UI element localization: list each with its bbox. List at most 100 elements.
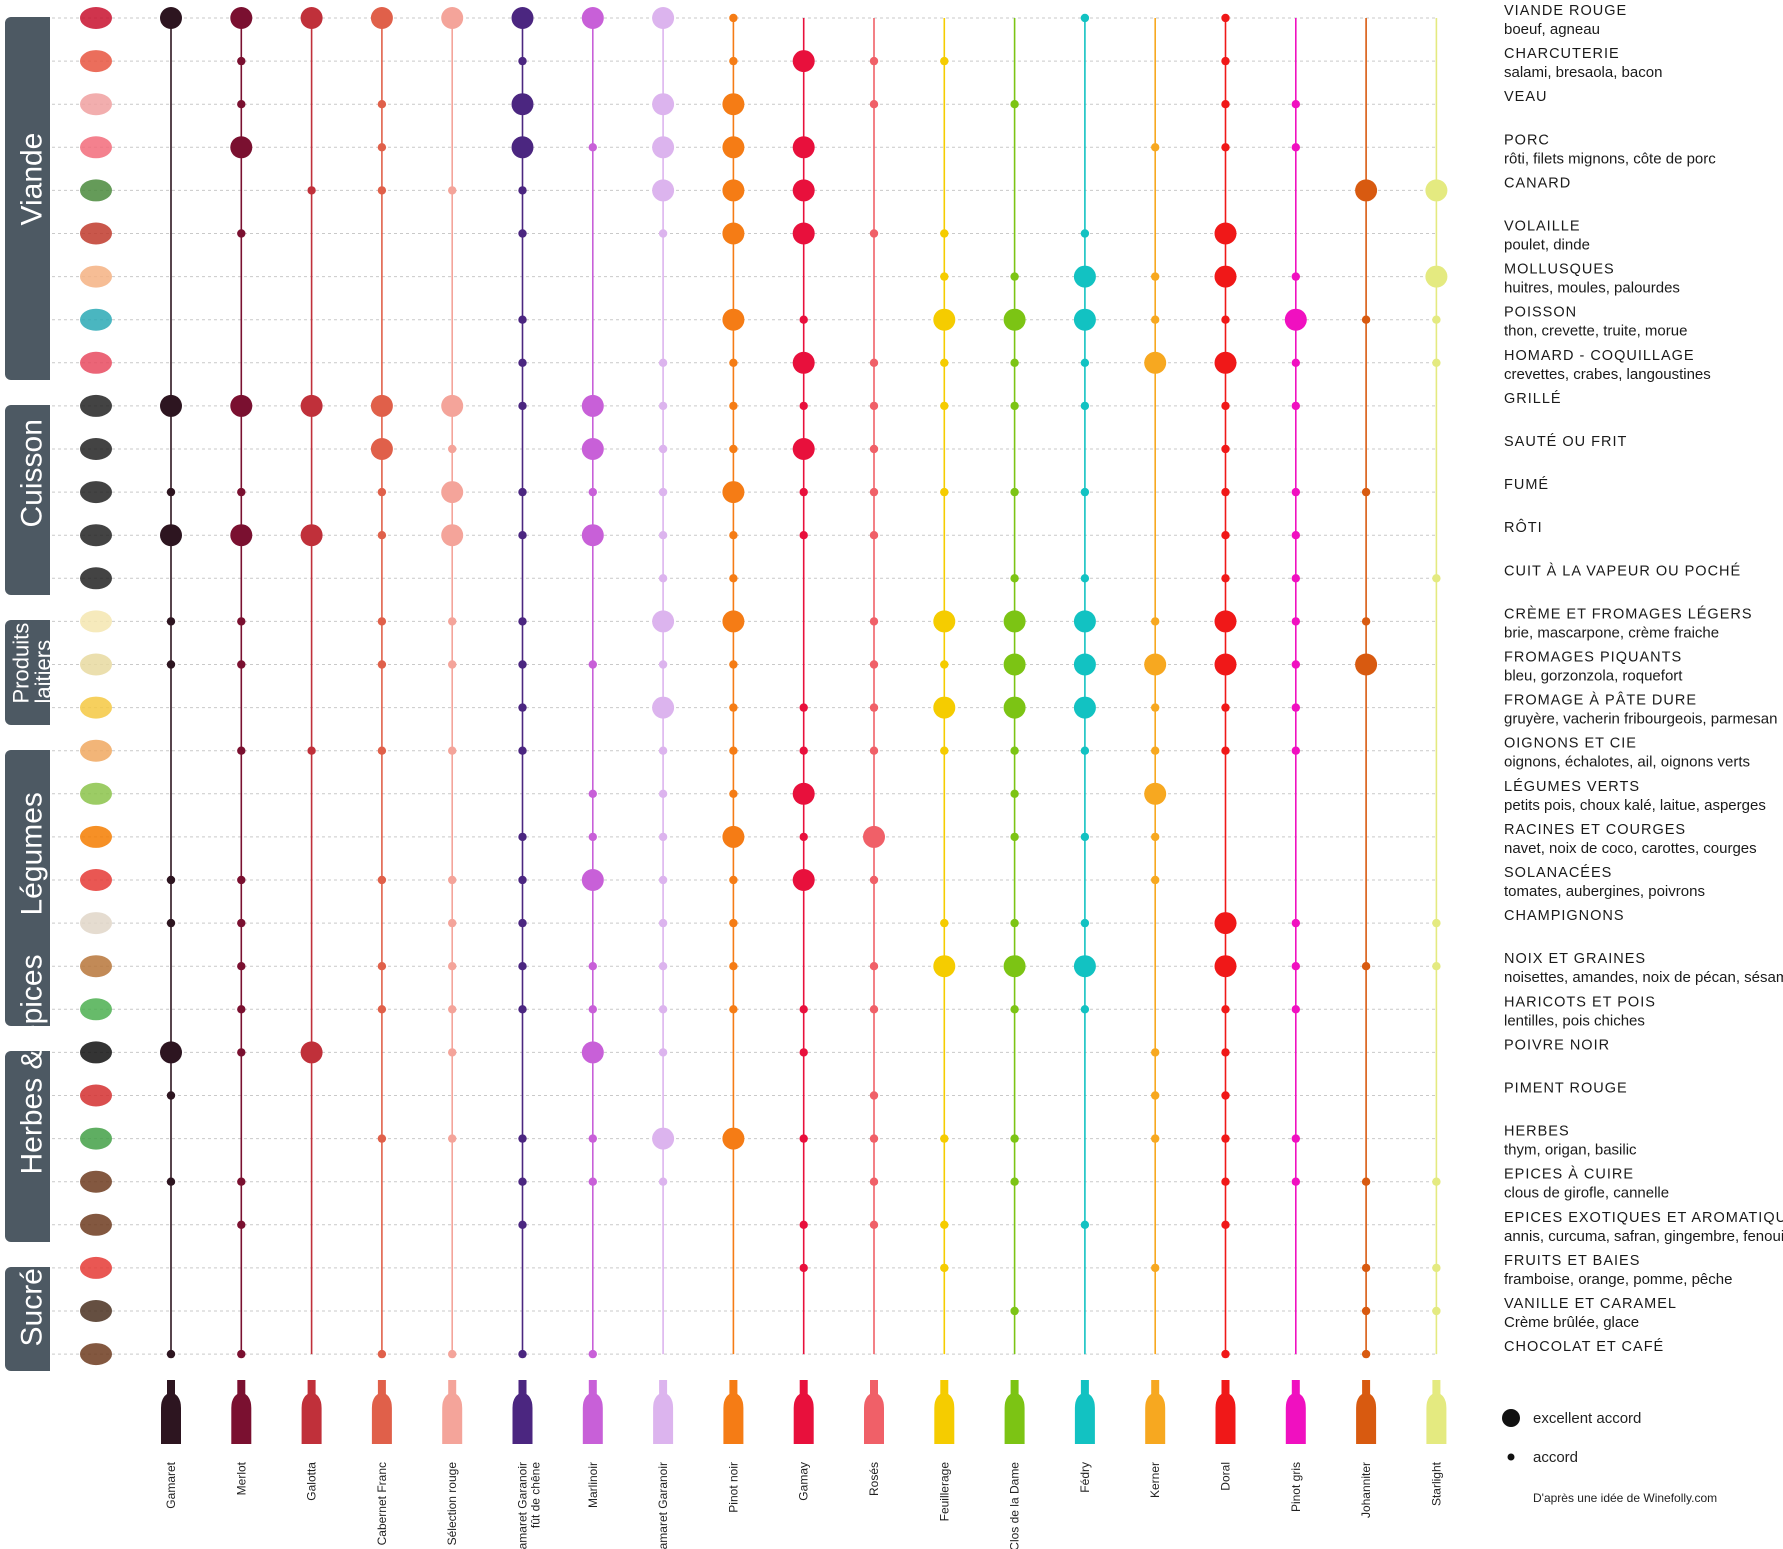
row-title: CRÈME ET FROMAGES LÉGERS	[1504, 605, 1753, 622]
peas-icon	[80, 998, 112, 1021]
pairing-dot	[518, 56, 527, 66]
wine-name-line: Gamaret	[164, 1461, 178, 1508]
pairing-dot	[377, 143, 387, 152]
pairing-dot	[729, 56, 738, 66]
pairing-dot	[658, 401, 668, 411]
pairing-dot	[869, 56, 879, 66]
pairing-dot	[1291, 660, 1301, 669]
pairing-dot	[729, 875, 738, 885]
icon-shape	[80, 1170, 112, 1193]
wine-name-label: Merlot	[234, 1461, 248, 1495]
wine-name-line: Rosés	[867, 1462, 881, 1496]
pairing-dot	[166, 487, 176, 497]
excellent-pairing-dot	[792, 438, 815, 460]
excellent-pairing-dot	[300, 394, 323, 417]
excellent-pairing-dot	[792, 351, 815, 374]
pairing-dot	[1291, 487, 1301, 497]
excellent-pairing-dot	[300, 1041, 323, 1064]
icon-shape	[80, 1127, 112, 1150]
pairing-dot	[658, 531, 668, 540]
pairing-dot	[518, 186, 527, 195]
pairing-dot	[940, 229, 949, 238]
pairing-dot	[588, 1134, 597, 1143]
row-title: FROMAGE À PÂTE DURE	[1504, 692, 1697, 709]
tomato-icon	[80, 869, 112, 891]
pairing-dot	[377, 660, 387, 669]
pairing-dot	[799, 1134, 808, 1143]
shell-icon	[80, 265, 112, 288]
onion-icon	[80, 739, 112, 762]
pairing-dot	[518, 617, 527, 626]
row-subtitle: petits pois, choux kalé, laitue, asperge…	[1504, 797, 1766, 814]
category-tab: Herbes & épices	[5, 954, 50, 1242]
pig-icon	[80, 136, 112, 159]
excellent-pairing-dot	[1003, 610, 1026, 633]
pairing-dot	[1151, 1048, 1160, 1057]
wine-name-label: Fédry	[1078, 1462, 1092, 1493]
pairing-dot	[940, 358, 949, 367]
pairing-dot	[1080, 574, 1090, 583]
pairing-dot	[518, 1349, 527, 1359]
row-subtitle: annis, curcuma, safran, gingembre, fenou…	[1504, 1228, 1783, 1245]
excellent-pairing-dot	[511, 93, 534, 116]
icon-shape	[80, 696, 112, 719]
pairing-dot	[1221, 703, 1230, 712]
row-title: OIGNONS ET CIE	[1504, 736, 1637, 752]
pairing-dot	[237, 1220, 246, 1230]
bottle-shape	[371, 1380, 392, 1444]
icon-shape	[80, 955, 112, 978]
pairing-dot	[658, 1005, 668, 1014]
pairing-dot	[1291, 401, 1301, 411]
excellent-pairing-dot	[722, 308, 745, 331]
pairing-dot	[658, 789, 668, 798]
pairing-dot	[1010, 574, 1019, 583]
excellent-pairing-dot	[441, 481, 464, 504]
pairing-dot	[448, 962, 457, 971]
bottle-shape	[864, 1380, 884, 1444]
pairing-dot	[1291, 272, 1301, 281]
pairing-dot	[166, 617, 176, 626]
pairing-dot	[940, 918, 949, 928]
pairing-dot	[237, 1349, 246, 1359]
pairing-dot	[377, 746, 387, 755]
wine-name-line: Galotta	[305, 1462, 319, 1501]
pairing-dot	[869, 1091, 879, 1100]
wine-name-line: Pinot gris	[1289, 1462, 1303, 1512]
pairing-dot	[1151, 315, 1160, 324]
excellent-pairing-dot	[652, 7, 675, 29]
pairing-dot	[518, 229, 527, 238]
pairing-dot	[518, 1134, 527, 1143]
pairing-dot	[799, 531, 808, 540]
excellent-pairing-dot	[1355, 653, 1378, 676]
pairing-dot	[1432, 918, 1441, 928]
wine-bottle	[864, 1380, 884, 1444]
star-anise-icon	[80, 1213, 112, 1236]
icon-shape	[80, 481, 112, 504]
pairing-dot	[1291, 1177, 1301, 1186]
pairing-dot	[1221, 531, 1230, 540]
pairing-dot	[1221, 1177, 1230, 1186]
wine-name-line: Marlinoir	[586, 1462, 600, 1508]
pairing-dot	[307, 186, 316, 195]
pairing-dot	[518, 918, 527, 928]
category-tab: Produits laitiers	[5, 620, 56, 725]
row-title: EPICES À CUIRE	[1504, 1166, 1634, 1183]
icon-shape	[80, 1300, 112, 1322]
pairing-dot	[1221, 315, 1230, 324]
pairing-dot	[166, 1091, 176, 1100]
pairing-dot	[869, 1005, 879, 1014]
pairing-dot	[729, 962, 738, 971]
pairing-dot	[518, 315, 527, 324]
pairing-dot	[940, 1134, 949, 1143]
pairing-dot	[377, 186, 387, 195]
excellent-pairing-dot	[160, 1041, 182, 1064]
row-title: CHOCOLAT ET CAFÉ	[1504, 1338, 1664, 1355]
excellent-pairing-dot	[581, 869, 604, 891]
excellent-pairing-dot	[1214, 610, 1237, 633]
legend: excellent accord accord D'après une idée…	[1502, 1409, 1717, 1505]
pairing-dot	[518, 1220, 527, 1230]
legend-excellent-dot	[1502, 1409, 1520, 1427]
excellent-pairing-dot	[1003, 653, 1026, 676]
pairing-dot	[377, 1349, 387, 1359]
wine-name-line: Cabernet Franc	[375, 1462, 389, 1545]
